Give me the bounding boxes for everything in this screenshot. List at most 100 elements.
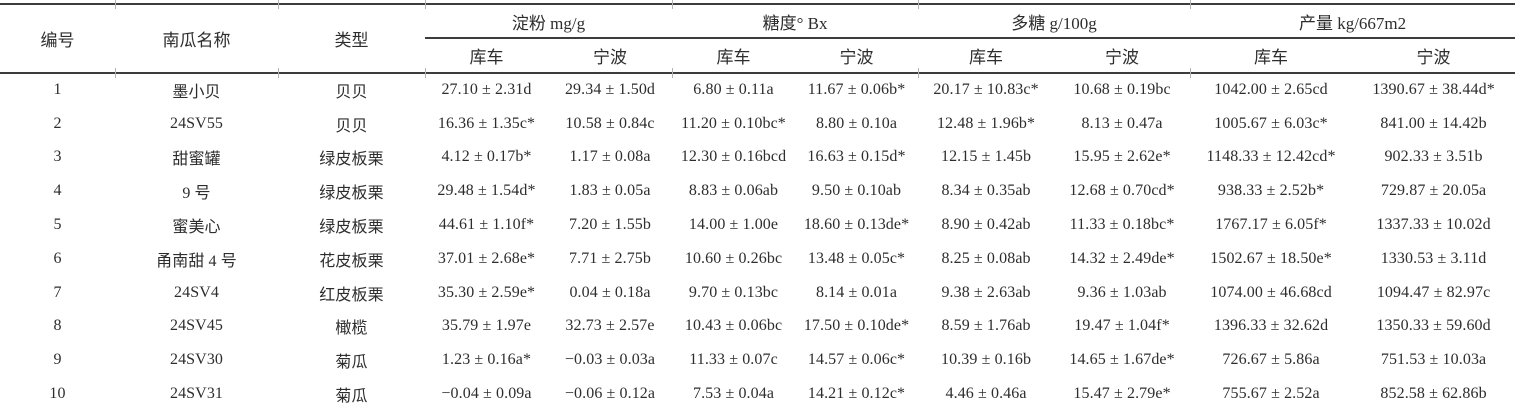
value-cell: 7.53 ± 0.04a xyxy=(692,385,775,403)
value-cell: −0.04 ± 0.09a xyxy=(441,385,532,403)
value-cell: 17.50 ± 0.10de* xyxy=(803,317,910,335)
value-cell: 32.73 ± 2.57e xyxy=(565,317,655,335)
value-cell: 44.61 ± 1.10f* xyxy=(438,216,535,234)
pumpkin-name-cell: 24SV31 xyxy=(169,385,224,403)
type-cell: 贝贝 xyxy=(335,84,368,102)
subheader-starch-ningbo: 宁波 xyxy=(548,38,673,74)
column-divider-tick xyxy=(115,68,116,78)
pumpkin-name-cell: 24SV30 xyxy=(169,351,224,369)
value-cell: 7.20 ± 1.55b xyxy=(569,216,651,234)
value-cell: 16.63 ± 0.15d* xyxy=(807,148,906,166)
row-number-cell: 5 xyxy=(53,216,62,234)
value-cell: 14.65 ± 1.67de* xyxy=(1069,351,1175,369)
table-row: 1 墨小贝 贝贝 27.10 ± 2.31d 29.34 ± 1.50d 6.80 ± 0… xyxy=(0,73,1515,107)
type-cell: 菊瓜 xyxy=(335,388,368,406)
value-cell: 1337.33 ± 10.02d xyxy=(1376,216,1491,234)
value-cell: 10.58 ± 0.84c xyxy=(565,114,655,132)
column-divider-tick xyxy=(672,68,673,78)
subheader-yield-ningbo: 宁波 xyxy=(1352,38,1515,74)
value-cell: 1.23 ± 0.16a* xyxy=(441,351,532,369)
value-cell: 8.59 ± 1.76ab xyxy=(941,317,1031,335)
value-cell: 7.71 ± 2.75b xyxy=(569,249,651,267)
column-divider-tick xyxy=(425,68,426,78)
value-cell: 11.67 ± 0.06b* xyxy=(807,81,906,99)
pumpkin-name-cell: 24SV4 xyxy=(174,283,219,301)
value-cell: 14.32 ± 2.49de* xyxy=(1069,249,1175,267)
value-cell: 1396.33 ± 32.62d xyxy=(1213,317,1329,335)
value-cell: 1390.67 ± 38.44d* xyxy=(1372,81,1495,99)
table-row: 7 24SV4 红皮板栗 35.30 ± 2.59e* 0.04 ± 0.18a 9.70… xyxy=(0,276,1515,310)
table-header: 编号 南瓜名称 类型 淀粉 mg/g 糖度° Bx 多糖 g/100g 产量 k… xyxy=(0,4,1515,74)
column-divider-tick xyxy=(918,0,919,9)
group-header-polysaccharide: 多糖 g/100g xyxy=(918,4,1191,39)
value-cell: 1148.33 ± 12.42cd* xyxy=(1206,148,1336,166)
value-cell: 12.30 ± 0.16bcd xyxy=(680,148,787,166)
value-cell: 841.00 ± 14.42b xyxy=(1380,114,1487,132)
value-cell: 37.01 ± 2.68e* xyxy=(437,249,536,267)
value-cell: 8.90 ± 0.42ab xyxy=(941,216,1031,234)
value-cell: 16.36 ± 1.35c* xyxy=(437,114,536,132)
value-cell: 4.12 ± 0.17b* xyxy=(441,148,532,166)
subheader-polysaccharide-kuche: 库车 xyxy=(918,38,1055,74)
group-header-starch: 淀粉 mg/g xyxy=(425,4,673,39)
value-cell: 9.50 ± 0.10ab xyxy=(811,182,902,200)
row-number-cell: 1 xyxy=(53,81,62,99)
value-cell: 0.04 ± 0.18a xyxy=(569,283,651,301)
value-cell: 10.60 ± 0.26bc xyxy=(684,249,783,267)
value-cell: 8.14 ± 0.01a xyxy=(815,283,898,301)
type-cell: 绿皮板栗 xyxy=(319,219,384,237)
table-row: 6 甬南甜 4 号 花皮板栗 37.01 ± 2.68e* 7.71 ± 2.75b 10… xyxy=(0,242,1515,276)
pumpkin-name-cell: 墨小贝 xyxy=(172,84,221,102)
value-cell: 6.80 ± 0.11a xyxy=(693,81,774,99)
table-row: 4 9 号 绿皮板栗 29.48 ± 1.54d* 1.83 ± 0.05a 8.83 ±… xyxy=(0,174,1515,208)
value-cell: 1.83 ± 0.05a xyxy=(569,182,651,200)
column-divider-tick xyxy=(672,0,673,9)
row-number-cell: 6 xyxy=(53,249,62,267)
data-table: 编号 南瓜名称 类型 淀粉 mg/g 糖度° Bx 多糖 g/100g 产量 k… xyxy=(0,3,1515,411)
value-cell: 1094.47 ± 82.97c xyxy=(1376,283,1491,301)
value-cell: 27.10 ± 2.31d xyxy=(441,81,532,99)
group-header-sugar: 糖度° Bx xyxy=(672,4,919,39)
value-cell: 18.60 ± 0.13de* xyxy=(803,216,910,234)
row-number-cell: 7 xyxy=(53,283,62,301)
pumpkin-name-cell: 9 号 xyxy=(182,185,211,203)
column-header-number: 编号 xyxy=(0,4,115,74)
column-divider-tick xyxy=(1190,68,1191,78)
value-cell: 10.43 ± 0.06bc xyxy=(684,317,783,335)
column-divider-tick xyxy=(918,68,919,78)
value-cell: 10.39 ± 0.16b xyxy=(940,351,1032,369)
row-number-cell: 3 xyxy=(53,148,62,166)
subheader-polysaccharide-ningbo: 宁波 xyxy=(1054,38,1191,74)
value-cell: 8.80 ± 0.10a xyxy=(815,114,898,132)
value-cell: 4.46 ± 0.46a xyxy=(945,385,1027,403)
header-sub-row: 库车 宁波 库车 宁波 库车 宁波 库车 宁波 xyxy=(0,38,1515,74)
column-divider-tick xyxy=(1190,0,1191,9)
row-number-cell: 2 xyxy=(53,114,62,132)
type-cell: 贝贝 xyxy=(335,117,368,135)
table-row: 9 24SV30 菊瓜 1.23 ± 0.16a* −0.03 ± 0.03a 11.33… xyxy=(0,343,1515,377)
pumpkin-name-cell: 甜蜜罐 xyxy=(172,151,221,169)
value-cell: 751.53 ± 10.03a xyxy=(1380,351,1487,369)
value-cell: 19.47 ± 1.04f* xyxy=(1074,317,1170,335)
row-number-cell: 4 xyxy=(53,182,62,200)
value-cell: 12.15 ± 1.45b xyxy=(940,148,1032,166)
value-cell: 29.48 ± 1.54d* xyxy=(437,182,536,200)
type-cell: 红皮板栗 xyxy=(319,286,384,304)
value-cell: 852.58 ± 62.86b xyxy=(1380,385,1487,403)
value-cell: 1074.00 ± 46.68cd xyxy=(1210,283,1332,301)
value-cell: 13.48 ± 0.05c* xyxy=(807,249,906,267)
value-cell: 8.25 ± 0.08ab xyxy=(941,249,1031,267)
value-cell: 1330.53 ± 3.11d xyxy=(1380,249,1487,267)
value-cell: 755.67 ± 2.52a xyxy=(1222,385,1320,403)
pumpkin-name-cell: 24SV45 xyxy=(169,317,224,335)
row-number-cell: 9 xyxy=(53,351,62,369)
column-divider-tick xyxy=(278,0,279,9)
subheader-yield-kuche: 库车 xyxy=(1190,38,1353,74)
value-cell: 20.17 ± 10.83c* xyxy=(933,81,1039,99)
table-row: 5 蜜美心 绿皮板栗 44.61 ± 1.10f* 7.20 ± 1.55b 14.00 … xyxy=(0,208,1515,242)
value-cell: 1042.00 ± 2.65cd xyxy=(1214,81,1328,99)
value-cell: 35.30 ± 2.59e* xyxy=(437,283,536,301)
column-header-type: 类型 xyxy=(278,4,425,74)
subheader-sugar-kuche: 库车 xyxy=(672,38,796,74)
value-cell: 29.34 ± 1.50d xyxy=(564,81,656,99)
